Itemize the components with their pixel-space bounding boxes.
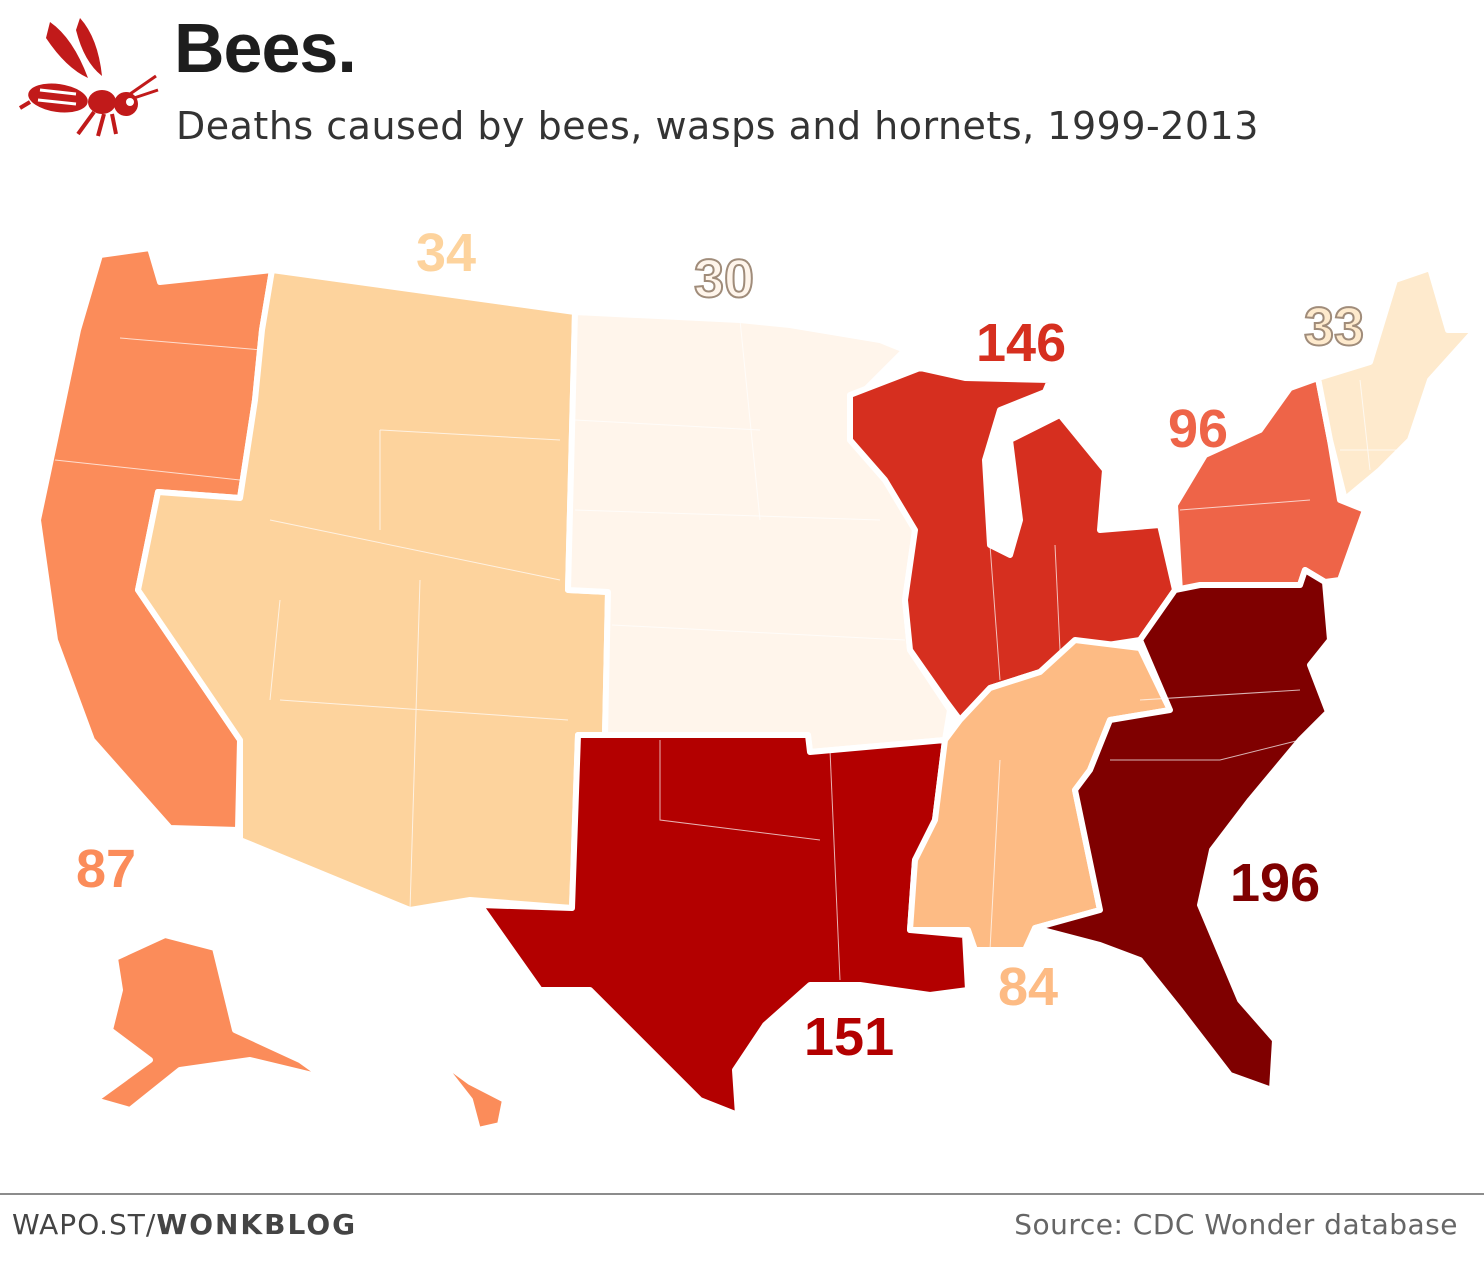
bee-logo [18,18,168,143]
region-great-lakes [847,365,1178,723]
bee-icon [18,18,159,137]
page-title: Bees. [174,9,357,87]
region-label-great-lakes: 146 [976,313,1067,373]
region-label-south-atlantic: 196 [1230,853,1321,913]
credit-link[interactable]: WAPO.ST/WONKBLOG [12,1208,357,1241]
region-label-south-central: 151 [804,1007,895,1067]
region-new-england [1315,265,1478,503]
region-label-mountain: 34 [416,223,477,283]
region-label-west: 87 [76,839,137,899]
region-label-plains: 30 [693,248,755,310]
credit-bold: WONKBLOG [156,1208,358,1241]
footer-divider [0,1193,1484,1195]
page-subtitle: Deaths caused by bees, wasps and hornets… [176,104,1259,148]
region-label-new-england: 33 [1303,296,1365,358]
region-label-mid-atlantic: 96 [1168,399,1229,459]
source-note: Source: CDC Wonder database [1014,1208,1458,1241]
credit-prefix: WAPO.ST/ [12,1208,157,1241]
region-alaska [92,932,328,1113]
region-south-atlantic [1032,567,1333,1093]
region-label-east-south-central: 84 [998,957,1059,1017]
us-regions-map [38,248,1478,1133]
region-hawaii [392,1037,508,1133]
